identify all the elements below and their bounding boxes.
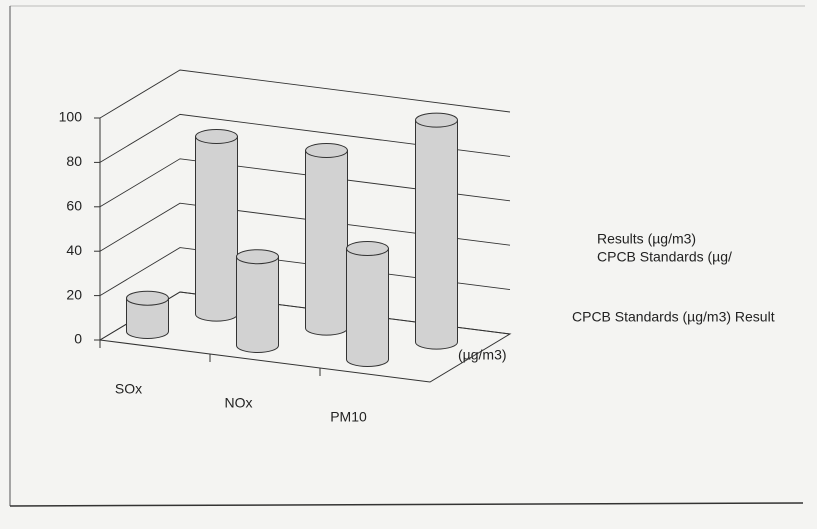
- x-tick-label: NOx: [225, 395, 253, 411]
- y-tick-label: 60: [66, 198, 82, 214]
- cylinder-top: [126, 290, 169, 306]
- cylinder-top: [305, 143, 348, 158]
- y-tick-label: 20: [66, 286, 82, 302]
- x-tick-label: SOx: [115, 381, 142, 397]
- grid-line: [99, 202, 511, 252]
- legend-entry: CPCB Standards (µg/: [597, 249, 732, 265]
- y-tick-label: 0: [74, 331, 82, 347]
- cylinder-top: [346, 241, 389, 256]
- cylinder: [305, 150, 348, 336]
- y-tick-label: 100: [59, 109, 83, 125]
- grid-line: [99, 69, 511, 119]
- cylinder-top: [236, 249, 279, 265]
- grid-line: [99, 247, 511, 296]
- frame-bottom: [9, 502, 804, 507]
- y-tick-label: 40: [66, 242, 82, 258]
- cylinder-top: [195, 129, 238, 144]
- cylinder: [126, 297, 169, 339]
- cylinder: [236, 256, 279, 353]
- depth-label: (µg/m3): [458, 347, 507, 363]
- cylinder: [346, 248, 389, 367]
- cylinder-top: [415, 112, 458, 128]
- cylinder: [195, 136, 238, 322]
- y-tick-label: 80: [66, 153, 82, 169]
- grid-line: [99, 113, 511, 163]
- cylinder: [415, 119, 458, 350]
- legend-entry: Results (µg/m3): [597, 231, 696, 247]
- x-tick-label: PM10: [330, 409, 367, 425]
- depth-label: CPCB Standards (µg/m3) Result: [572, 309, 775, 325]
- grid-line: [99, 158, 511, 208]
